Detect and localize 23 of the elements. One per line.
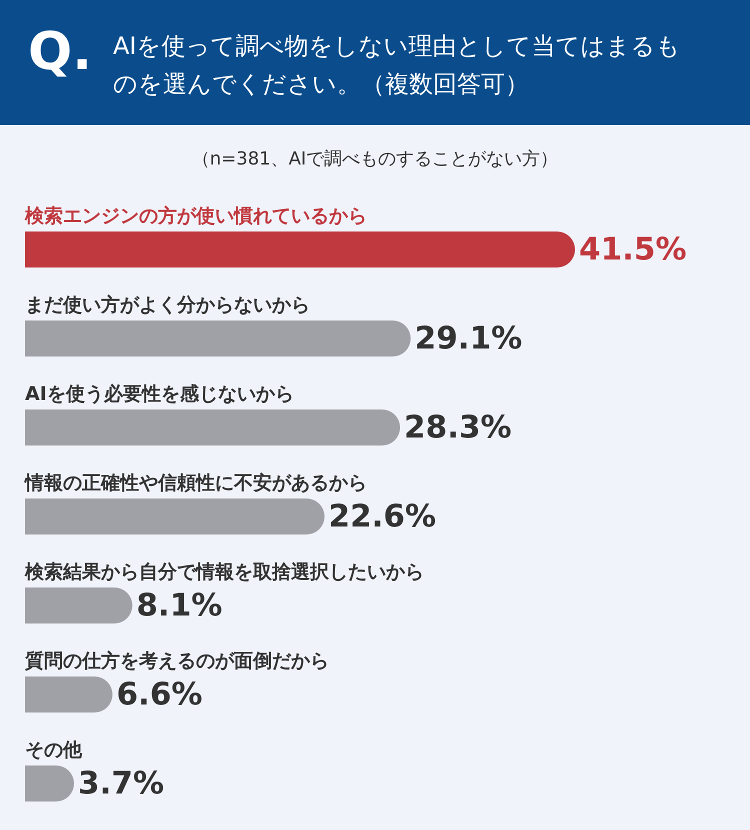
y-tick-label: 質問の仕方を考えるのが面倒だから bbox=[24, 650, 329, 672]
y-tick-label: その他 bbox=[25, 739, 83, 761]
y-tick-label: まだ使い方がよく分からないから bbox=[25, 294, 310, 316]
bar bbox=[25, 676, 112, 712]
chart-title: AIを使って調べ物をしない理由として当てはまるものを選んでください。（複数回答可） bbox=[113, 32, 680, 98]
bar bbox=[25, 588, 132, 624]
y-tick-label: 情報の正確性や信頼性に不安があるから bbox=[24, 472, 367, 494]
text: Q. bbox=[28, 22, 92, 82]
y-tick-label: 検索エンジンの方が使い慣れているから bbox=[24, 205, 367, 227]
chart-subtitle: （n=381、AIで調べものすることがない方） bbox=[192, 148, 558, 170]
y-tick-label: 検索結果から自分で情報を取捨選択したいから bbox=[24, 561, 424, 583]
bar bbox=[25, 410, 400, 446]
data-label: 6.6% bbox=[116, 676, 202, 712]
bar bbox=[25, 232, 575, 268]
data-label: 41.5% bbox=[579, 232, 687, 268]
bar bbox=[25, 320, 411, 356]
data-label: 29.1% bbox=[414, 320, 522, 356]
data-label: 28.3% bbox=[404, 410, 512, 446]
bar bbox=[25, 498, 325, 534]
data-label: 22.6% bbox=[328, 498, 436, 534]
data-label: 8.1% bbox=[136, 588, 222, 624]
data-label: 3.7% bbox=[78, 766, 164, 802]
y-tick-label: AIを使う必要性を感じないから bbox=[25, 383, 294, 405]
